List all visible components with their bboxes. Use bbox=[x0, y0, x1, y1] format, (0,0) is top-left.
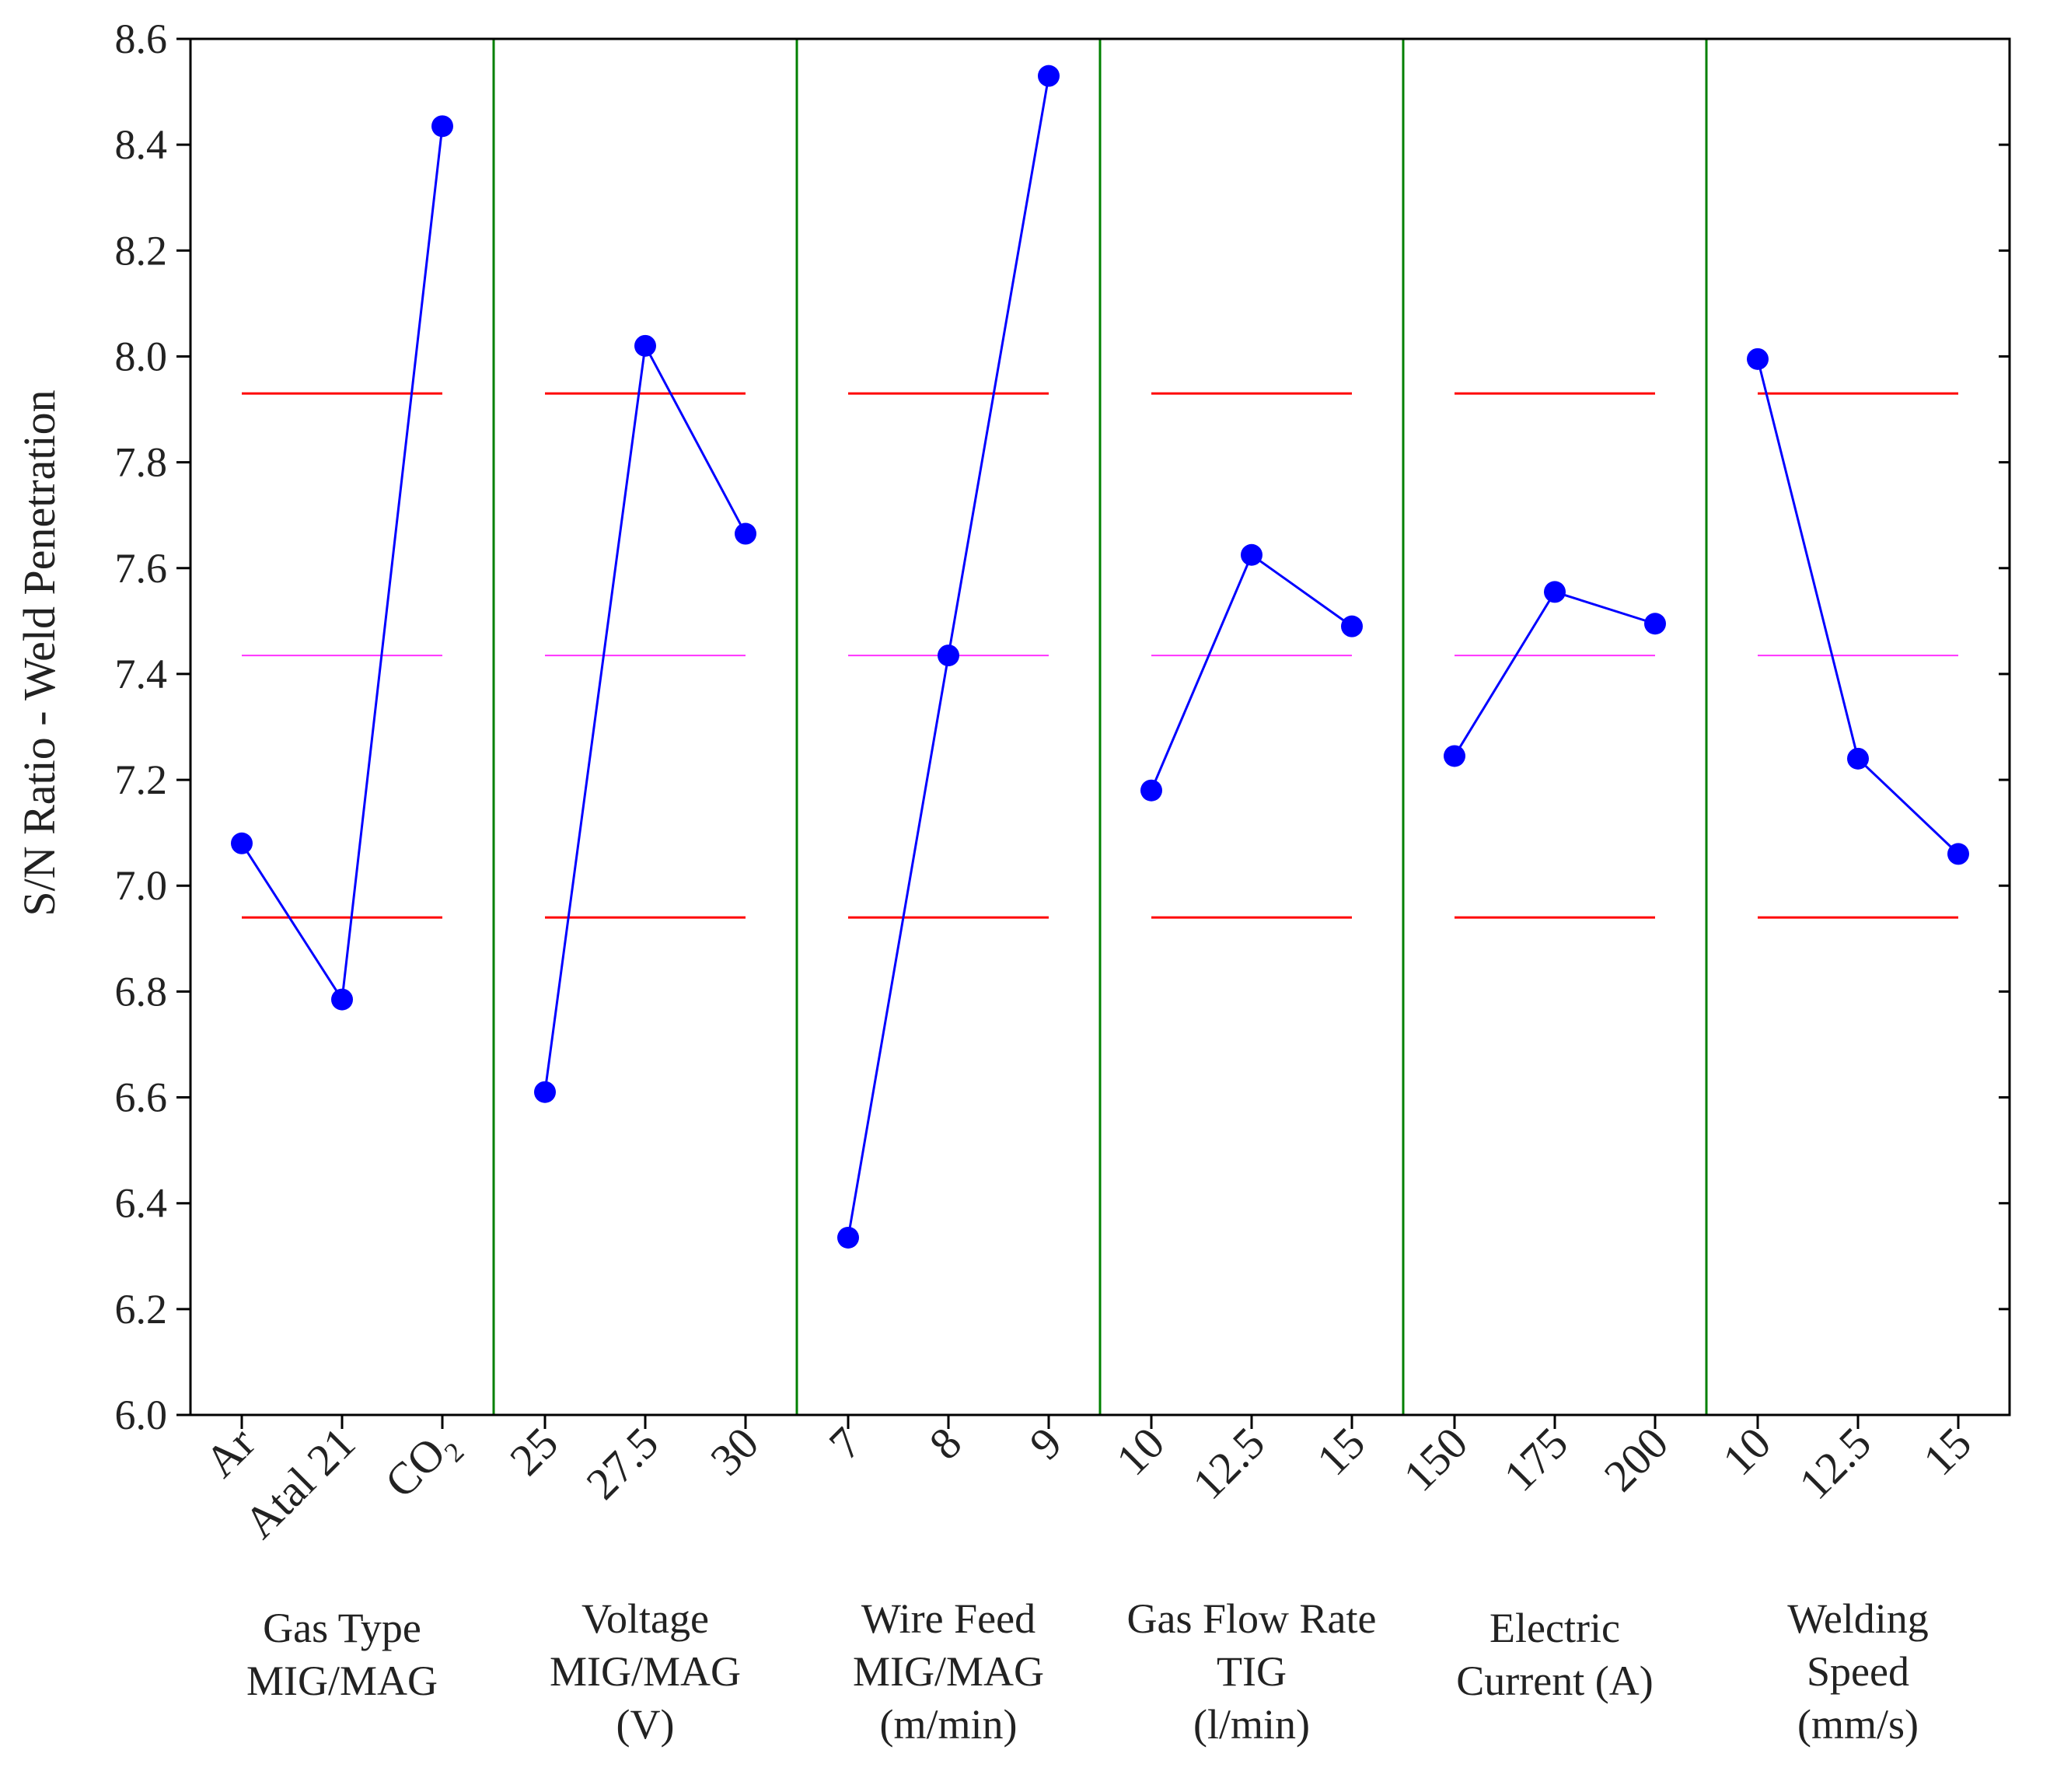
factor-label-line: MIG/MAG bbox=[246, 1658, 438, 1704]
y-tick-label: 7.8 bbox=[115, 439, 168, 486]
factor-label-line: (V) bbox=[616, 1701, 675, 1748]
factor-label-line: (mm/s) bbox=[1797, 1701, 1919, 1748]
x-tick-label: 15 bbox=[1307, 1417, 1374, 1485]
series-line bbox=[1150, 553, 1353, 791]
data-point bbox=[1847, 747, 1869, 770]
factor-label-line: Current (A) bbox=[1456, 1658, 1653, 1704]
x-tick-label: 12.5 bbox=[1182, 1417, 1274, 1509]
series-line bbox=[1453, 590, 1656, 757]
x-tick-label: 15 bbox=[1913, 1417, 1981, 1485]
data-point bbox=[1038, 65, 1060, 87]
y-tick-label: 7.4 bbox=[115, 651, 168, 697]
data-points bbox=[231, 65, 1969, 1249]
data-point bbox=[331, 988, 353, 1011]
factor-label-line: TIG bbox=[1217, 1648, 1287, 1695]
x-tick-label: 30 bbox=[700, 1417, 768, 1485]
factor-label-line: Speed bbox=[1807, 1648, 1909, 1695]
y-tick-label: 8.2 bbox=[115, 227, 168, 274]
data-point bbox=[231, 832, 253, 854]
factor-label-line: Wire Feed bbox=[861, 1595, 1035, 1642]
factor-labels: Gas Type MIG/MAG Voltage MIG/MAG (V) Wire Fee… bbox=[246, 1595, 1929, 1748]
data-point bbox=[735, 522, 756, 545]
factor-separators bbox=[492, 39, 1708, 1415]
x-tick-label: 27.5 bbox=[576, 1417, 668, 1509]
data-point bbox=[1140, 779, 1162, 802]
x-tick-label: 10 bbox=[1713, 1417, 1780, 1485]
y-tick-label: 6.0 bbox=[115, 1392, 168, 1438]
x-tick-subscript: 2 bbox=[438, 1436, 470, 1468]
y-tick-label: 8.0 bbox=[115, 333, 168, 379]
factor-label-line: Voltage bbox=[581, 1595, 709, 1642]
factor-label-line: MIG/MAG bbox=[853, 1648, 1044, 1695]
x-tick-label: Atal 21 bbox=[234, 1417, 365, 1548]
factor-label-line: Gas Flow Rate bbox=[1127, 1595, 1377, 1642]
x-tick-label: 175 bbox=[1494, 1417, 1577, 1500]
data-point bbox=[1644, 613, 1666, 635]
y-tick-label: 6.4 bbox=[115, 1180, 168, 1227]
x-tick-label: CO2 bbox=[375, 1417, 470, 1512]
x-tick-label: 7 bbox=[819, 1417, 871, 1469]
data-point bbox=[1341, 615, 1363, 638]
data-point bbox=[1947, 843, 1969, 865]
y-tick-label: 6.8 bbox=[115, 968, 168, 1015]
data-point bbox=[837, 1226, 859, 1249]
y-tick-label: 8.4 bbox=[115, 121, 168, 168]
factor-label-line: Gas Type bbox=[263, 1605, 421, 1651]
x-tick-label: 25 bbox=[500, 1417, 568, 1485]
series-line bbox=[543, 342, 747, 1092]
y-tick-label: 6.6 bbox=[115, 1074, 168, 1121]
plot-frame bbox=[189, 37, 2011, 1416]
x-tick-label: 150 bbox=[1394, 1417, 1477, 1500]
data-point bbox=[1747, 348, 1769, 370]
y-tick-label: 8.6 bbox=[115, 16, 168, 62]
data-point bbox=[938, 644, 959, 667]
x-tick-label: 12.5 bbox=[1789, 1417, 1881, 1509]
factor-label-line: Electric bbox=[1489, 1605, 1620, 1651]
y-axis-label: S/N Ratio - Weld Penetration bbox=[14, 389, 65, 916]
factor-label-line: MIG/MAG bbox=[550, 1648, 741, 1695]
series-line bbox=[1756, 358, 1960, 855]
x-tick-label: 200 bbox=[1594, 1417, 1678, 1500]
data-point bbox=[1544, 581, 1566, 603]
y-tick-label: 6.2 bbox=[115, 1286, 168, 1333]
data-point bbox=[1444, 745, 1465, 767]
factor-label-line: (l/min) bbox=[1193, 1701, 1310, 1748]
data-point bbox=[634, 334, 656, 357]
data-point bbox=[431, 115, 453, 138]
x-tick-label: Ar bbox=[195, 1417, 264, 1486]
data-point bbox=[534, 1081, 556, 1103]
x-tick-label: 9 bbox=[1020, 1417, 1071, 1469]
y-tick-label: 7.0 bbox=[115, 862, 168, 909]
factor-label-line: (m/min) bbox=[880, 1701, 1018, 1748]
factor-label-line: Welding bbox=[1787, 1595, 1929, 1642]
x-tick-label: 10 bbox=[1106, 1417, 1174, 1485]
y-tick-labels: 6.0 6.2 6.4 6.6 6.8 7.0 7.2 7.4 7.6 7.8 8.0 8.2 8.4 8… bbox=[115, 16, 168, 1438]
x-tick-label: 8 bbox=[920, 1417, 971, 1469]
y-tick-label: 7.2 bbox=[115, 756, 168, 803]
y-tick-label: 7.6 bbox=[115, 545, 168, 592]
data-point bbox=[1241, 543, 1262, 566]
axes bbox=[176, 37, 2011, 1429]
series-line bbox=[240, 126, 444, 1003]
